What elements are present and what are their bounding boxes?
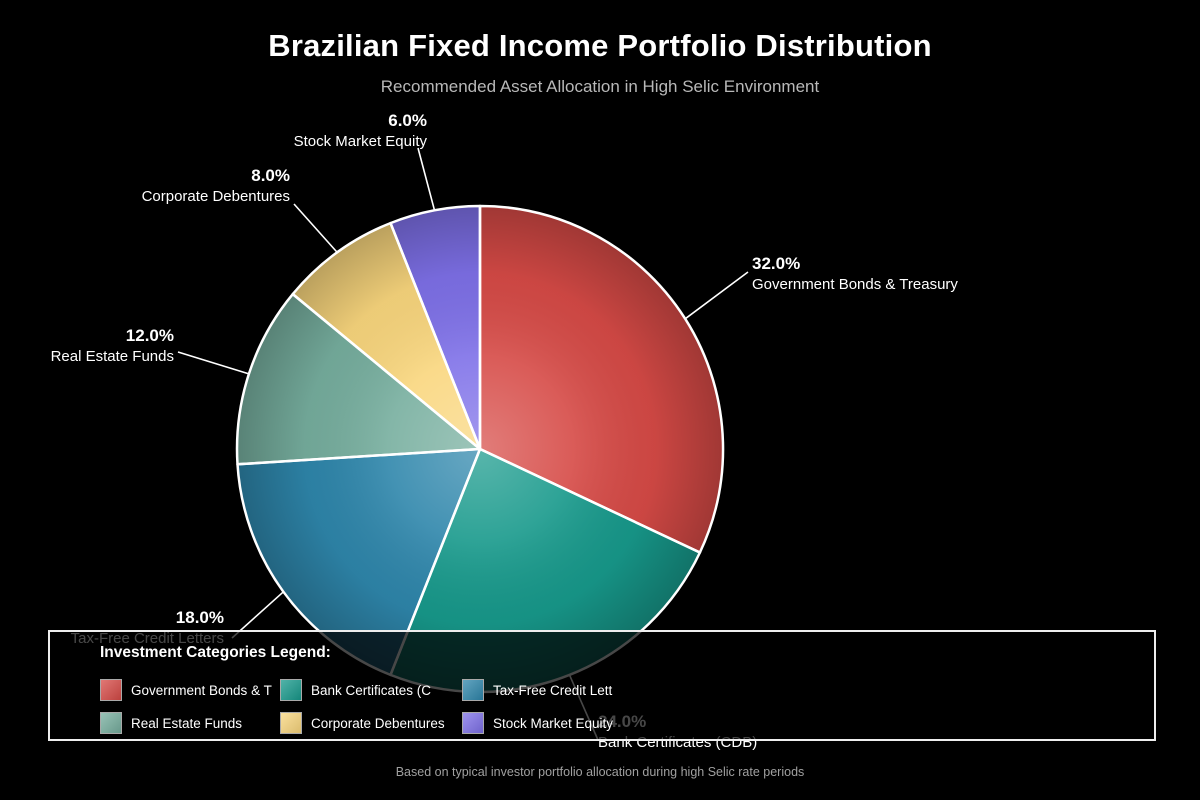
pie-slice-outline-0 <box>478 204 725 554</box>
slice-name: Real Estate Funds <box>50 348 174 365</box>
slice-name: Government Bonds & Treasury <box>752 276 958 293</box>
slice-percent: 18.0% <box>175 608 224 627</box>
legend-item-label: Stock Market Equity <box>493 715 614 731</box>
chart-subtitle: Recommended Asset Allocation in High Sel… <box>380 77 820 96</box>
slice-percent: 32.0% <box>752 254 801 273</box>
slice-percent: 12.0% <box>125 326 174 345</box>
legend-item-stock-market-equity: Stock Market Equity <box>462 711 782 735</box>
legend-item-corporate-debentures: Corporate Debentures <box>280 711 462 735</box>
slice-percent: 6.0% <box>388 111 427 130</box>
pie-slice-outline-5 <box>389 204 482 451</box>
legend-grid: Government Bonds & T Bank Certificates (… <box>100 678 782 735</box>
legend-item-label: Government Bonds & T <box>131 682 272 698</box>
legend-item-tax-free-credit: Tax-Free Credit Lett <box>462 678 782 702</box>
callout-line-0 <box>684 271 749 320</box>
chart-footer-note: Based on typical investor portfolio allo… <box>395 765 805 779</box>
slice-name: Stock Market Equity <box>293 133 427 150</box>
legend-item-real-estate: Real Estate Funds <box>100 711 280 735</box>
legend-title: Investment Categories Legend: <box>100 644 331 661</box>
slice-label-stock-market-equity: 6.0% Stock Market Equity <box>167 110 427 152</box>
pie-slice-outline-3 <box>235 292 482 466</box>
callout-line-3 <box>177 351 250 375</box>
legend-item-government-bonds: Government Bonds & T <box>100 678 280 702</box>
legend-swatch-icon <box>100 712 122 734</box>
legend-item-label: Corporate Debentures <box>311 715 445 731</box>
slice-label-corporate-debentures: 8.0% Corporate Debentures <box>30 165 290 207</box>
slice-percent: 8.0% <box>251 166 290 185</box>
legend-item-bank-certificates: Bank Certificates (C <box>280 678 462 702</box>
legend-swatch-icon <box>100 679 122 701</box>
callout-line-4 <box>293 203 338 253</box>
slice-label-real-estate: 12.0% Real Estate Funds <box>4 325 174 367</box>
legend-swatch-icon <box>280 679 302 701</box>
legend-item-label: Tax-Free Credit Lett <box>493 682 613 698</box>
pie-slice-outline-4 <box>291 221 482 451</box>
callout-line-5 <box>417 147 436 211</box>
legend-item-label: Bank Certificates (C <box>311 682 432 698</box>
legend-item-label: Real Estate Funds <box>131 715 243 731</box>
legend-box: Investment Categories Legend: Government… <box>48 630 1156 741</box>
chart-title: Brazilian Fixed Income Portfolio Distrib… <box>268 28 932 63</box>
slice-label-government-bonds: 32.0% Government Bonds & Treasury <box>752 253 958 295</box>
legend-swatch-icon <box>280 712 302 734</box>
legend-swatch-icon <box>462 679 484 701</box>
slice-name: Corporate Debentures <box>141 188 290 205</box>
legend-swatch-icon <box>462 712 484 734</box>
